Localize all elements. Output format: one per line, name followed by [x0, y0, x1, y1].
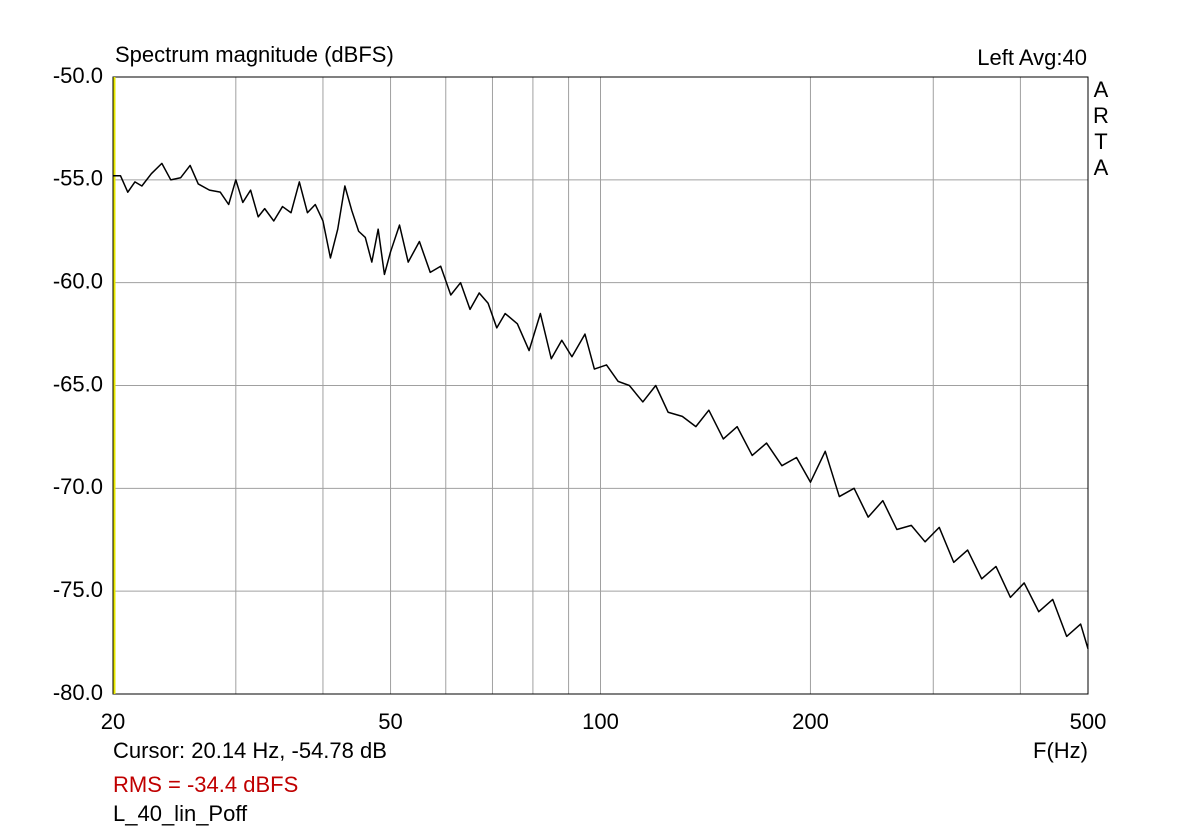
x-tick-label: 20 — [101, 709, 125, 734]
x-tick-label: 200 — [792, 709, 829, 734]
y-tick-label: -60.0 — [53, 268, 103, 293]
spectrum-line — [113, 162, 1089, 649]
chart-title: Spectrum magnitude (dBFS) — [115, 42, 394, 67]
brand-letter: A — [1094, 77, 1109, 102]
y-tick-label: -55.0 — [53, 166, 103, 191]
plot-frame — [112, 76, 1089, 695]
y-tick-label: -70.0 — [53, 474, 103, 499]
brand-letter: T — [1094, 129, 1107, 154]
rms-readout: RMS = -34.4 dBFS — [113, 772, 298, 797]
y-tick-label: -50.0 — [53, 63, 103, 88]
file-label: L_40_lin_Poff — [113, 801, 248, 826]
x-axis-label: F(Hz) — [1033, 738, 1088, 763]
x-tick-label: 100 — [582, 709, 619, 734]
x-tick-label: 50 — [378, 709, 402, 734]
brand-letter: A — [1094, 155, 1109, 180]
y-tick-label: -80.0 — [53, 680, 103, 705]
brand-letter: R — [1093, 103, 1109, 128]
y-tick-label: -75.0 — [53, 577, 103, 602]
y-tick-label: -65.0 — [53, 371, 103, 396]
cursor-readout: Cursor: 20.14 Hz, -54.78 dB — [113, 738, 387, 763]
x-tick-label: 500 — [1070, 709, 1107, 734]
channel-label: Left Avg:40 — [977, 45, 1087, 70]
